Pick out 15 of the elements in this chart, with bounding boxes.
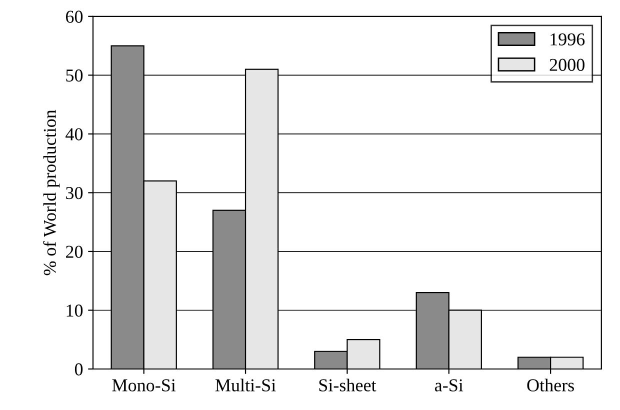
y-tick-label: 0 [74,363,83,376]
y-tick-label: 20 [66,246,83,258]
y-tick-label: 60 [66,10,83,23]
y-tick-label: 10 [66,304,83,317]
y-tick-label: 50 [66,69,83,82]
legend-label: 1996 [550,33,585,46]
x-tick-label: a-Si [434,379,464,392]
y-tick-label: 40 [66,128,83,140]
x-tick-label: Others [527,378,574,392]
y-tick-label: 30 [66,186,83,200]
y-axis-title: % of World production [43,110,60,276]
x-tick-label: Multi-Si [215,378,276,392]
x-tick-label: Mono-Si [112,379,176,392]
legend-label: 2000 [550,58,584,71]
x-tick-label: Si-sheet [319,378,376,392]
